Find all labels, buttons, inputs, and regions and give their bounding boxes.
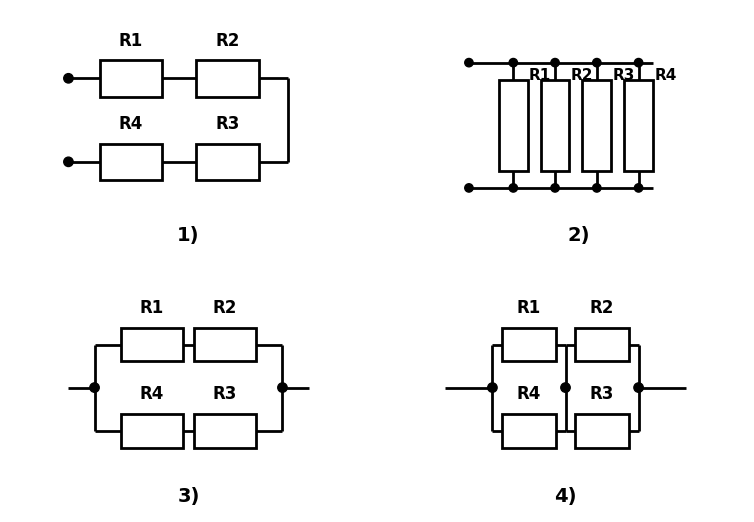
Text: R3: R3 <box>213 385 238 403</box>
Circle shape <box>488 383 497 393</box>
Bar <box>194 328 256 362</box>
Circle shape <box>277 383 287 393</box>
Text: R2: R2 <box>216 32 240 50</box>
Text: R3: R3 <box>612 68 635 83</box>
Text: 1): 1) <box>177 227 200 245</box>
Text: R2: R2 <box>571 68 593 83</box>
Bar <box>121 413 183 448</box>
Circle shape <box>593 184 601 192</box>
Bar <box>501 413 556 448</box>
Circle shape <box>561 383 570 393</box>
Circle shape <box>551 58 559 67</box>
Text: R4: R4 <box>119 115 143 133</box>
Circle shape <box>593 58 601 67</box>
Text: 3): 3) <box>177 488 200 506</box>
Text: R2: R2 <box>590 299 615 317</box>
Circle shape <box>634 383 643 393</box>
Bar <box>501 328 556 362</box>
Text: R4: R4 <box>516 385 541 403</box>
Circle shape <box>64 157 73 167</box>
Text: R1: R1 <box>139 299 164 317</box>
Bar <box>624 79 653 171</box>
Bar <box>575 413 630 448</box>
Circle shape <box>634 184 642 192</box>
Circle shape <box>509 184 517 192</box>
Circle shape <box>509 58 517 67</box>
Text: R4: R4 <box>139 385 164 403</box>
Text: R1: R1 <box>119 32 143 50</box>
Text: R4: R4 <box>654 68 676 83</box>
Text: R1: R1 <box>529 68 551 83</box>
Bar <box>196 60 259 97</box>
Bar <box>121 328 183 362</box>
Bar <box>575 328 630 362</box>
Text: R3: R3 <box>216 115 240 133</box>
Bar <box>196 144 259 180</box>
Bar <box>541 79 569 171</box>
Text: R3: R3 <box>590 385 615 403</box>
Circle shape <box>90 383 100 393</box>
Bar <box>499 79 528 171</box>
Text: 4): 4) <box>554 488 577 506</box>
Text: R1: R1 <box>516 299 541 317</box>
Circle shape <box>551 184 559 192</box>
Bar <box>100 60 162 97</box>
Text: R2: R2 <box>213 299 238 317</box>
Circle shape <box>464 184 473 192</box>
Bar <box>100 144 162 180</box>
Bar <box>582 79 611 171</box>
Circle shape <box>64 74 73 83</box>
Circle shape <box>634 58 642 67</box>
Circle shape <box>464 58 473 67</box>
Bar <box>194 413 256 448</box>
Text: 2): 2) <box>567 227 590 245</box>
